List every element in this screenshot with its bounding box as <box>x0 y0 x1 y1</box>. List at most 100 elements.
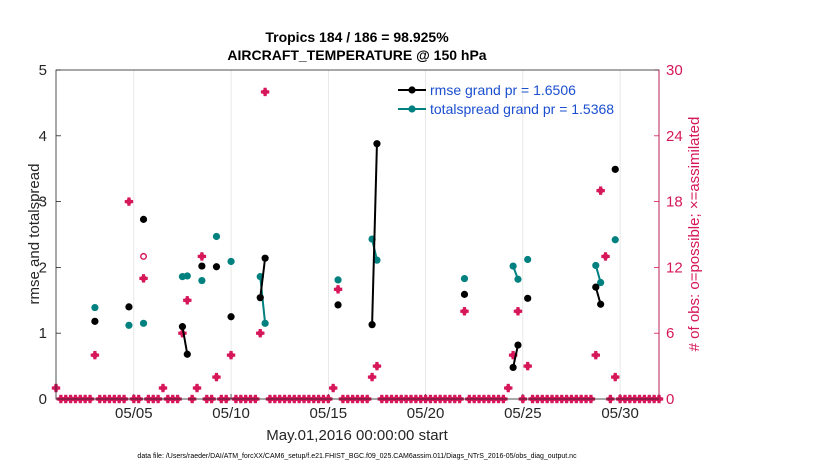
y-right-tick-label: 24 <box>666 128 683 145</box>
obs-marker-d <box>372 361 382 371</box>
legend-spread-marker <box>408 105 416 113</box>
rmse-point <box>368 321 376 329</box>
plot-area <box>56 70 659 399</box>
chart-title-line1: Tropics 184 / 186 = 98.925% <box>265 29 449 45</box>
totalspread-point <box>139 319 148 327</box>
y-left-tick-label: 4 <box>39 128 47 145</box>
y-left-tick-label: 0 <box>39 391 47 408</box>
obs-marker-d <box>329 383 338 393</box>
y-right-tick-label: 30 <box>666 62 683 79</box>
x-axis-ticks: 05/05 05/10 05/15 05/20 05/25 05/30 <box>115 394 639 422</box>
y-left-tick-label: 2 <box>39 259 47 276</box>
rmse-point <box>256 294 264 302</box>
rmse-line <box>181 326 189 355</box>
rmse-point <box>91 317 99 325</box>
totalspread-point <box>509 262 517 270</box>
obs-assimilated-marker <box>601 252 610 261</box>
rmse-point <box>139 215 148 223</box>
legend-rmse-label: rmse grand pr = 1.6506 <box>430 82 576 98</box>
y-right-tick-label: 12 <box>666 259 683 276</box>
rmse-point <box>178 323 187 331</box>
y-axis-right-ticks: 0 6 12 18 24 30 <box>654 62 683 408</box>
rmse-point <box>183 350 191 358</box>
x-tick-label: 05/30 <box>601 405 639 422</box>
chart-title-line2: AIRCRAFT_TEMPERATURE @ 150 hPa <box>227 47 486 63</box>
totalspread-point <box>597 278 605 287</box>
totalspread-point <box>460 274 469 283</box>
obs-assimilated-marker <box>523 361 532 371</box>
rmse-point <box>514 341 522 349</box>
legend-spread-label: totalspread grand pr = 1.5368 <box>430 101 614 117</box>
obs-possible-marker <box>140 252 148 260</box>
totalspread-point <box>611 236 619 244</box>
y-right-tick-label: 0 <box>666 391 674 408</box>
totalspread-point <box>212 232 221 241</box>
obs-assimilated-marker <box>192 383 202 393</box>
totalspread-point <box>125 321 133 329</box>
rmse-point <box>509 363 517 372</box>
rmse-point <box>597 300 605 308</box>
obs-marker-d <box>523 361 532 371</box>
rmse-series <box>91 140 619 372</box>
rmse-point <box>373 140 381 148</box>
totalspread-point <box>227 257 235 266</box>
y-left-tick-label: 3 <box>39 194 47 211</box>
totalspread-point <box>198 276 206 285</box>
obs-marker-d <box>192 383 202 393</box>
y-right-tick-label: 18 <box>666 194 683 211</box>
rmse-point <box>524 294 532 302</box>
obs-marker-d <box>601 252 610 261</box>
totalspread-point <box>91 303 99 312</box>
legend-rmse-marker <box>408 86 416 94</box>
obs-marker-d <box>460 307 469 316</box>
obs-assimilated-marker <box>333 285 343 294</box>
y-axis-right-label: # of obs: o=possible; ×=assimilated <box>686 117 703 352</box>
obs-assimilated-marker <box>372 361 382 371</box>
obs-assimilated-marker <box>460 307 469 316</box>
rmse-point <box>460 290 469 298</box>
obs-marker-d <box>90 351 100 360</box>
rmse-point <box>334 301 342 309</box>
y-left-tick-label: 1 <box>39 325 47 342</box>
totalspread-point <box>514 275 522 283</box>
rmse-point <box>212 263 221 271</box>
totalspread-point <box>373 256 381 264</box>
obs-marker-d <box>333 285 343 294</box>
x-tick-label: 05/25 <box>504 405 542 422</box>
obs-assimilated-marker <box>504 383 513 393</box>
rmse-point <box>227 313 235 321</box>
totalspread-point <box>261 319 269 327</box>
y-axis-left-label: rmse and totalspread <box>26 164 43 305</box>
x-tick-label: 05/15 <box>310 405 348 422</box>
obs-marker-d <box>611 372 620 382</box>
totalspread-point <box>183 272 191 280</box>
obs-marker-d <box>124 197 134 206</box>
x-axis-label: May.01,2016 00:00:00 start <box>266 427 448 444</box>
obs-assimilated-marker <box>611 372 620 382</box>
rmse-line <box>371 143 378 325</box>
obs-assimilated-marker <box>90 350 100 360</box>
rmse-line <box>512 344 519 368</box>
legend: rmse grand pr = 1.6506 totalspread grand… <box>398 82 614 117</box>
rmse-point <box>125 303 133 311</box>
obs-marker-d <box>197 252 206 261</box>
obs-assimilated-marker <box>197 252 207 261</box>
rmse-point <box>611 165 619 173</box>
y-left-tick-label: 5 <box>39 62 47 79</box>
obs-marker-d <box>212 372 221 382</box>
totalspread-point <box>524 255 532 264</box>
obs-assimilated-marker <box>328 383 338 393</box>
totalspread-point <box>592 261 600 270</box>
x-tick-label: 05/20 <box>407 405 445 422</box>
y-right-tick-label: 6 <box>666 325 674 342</box>
rmse-point <box>261 254 269 262</box>
totalspread-point <box>334 276 342 284</box>
grid-lines <box>133 70 621 399</box>
x-tick-label: 05/05 <box>115 405 153 422</box>
rmse-point <box>198 262 206 270</box>
rmse-point <box>592 283 600 291</box>
obs-marker-d <box>504 383 513 393</box>
rmse-line <box>259 258 267 298</box>
obs-assimilated-marker <box>212 372 221 382</box>
